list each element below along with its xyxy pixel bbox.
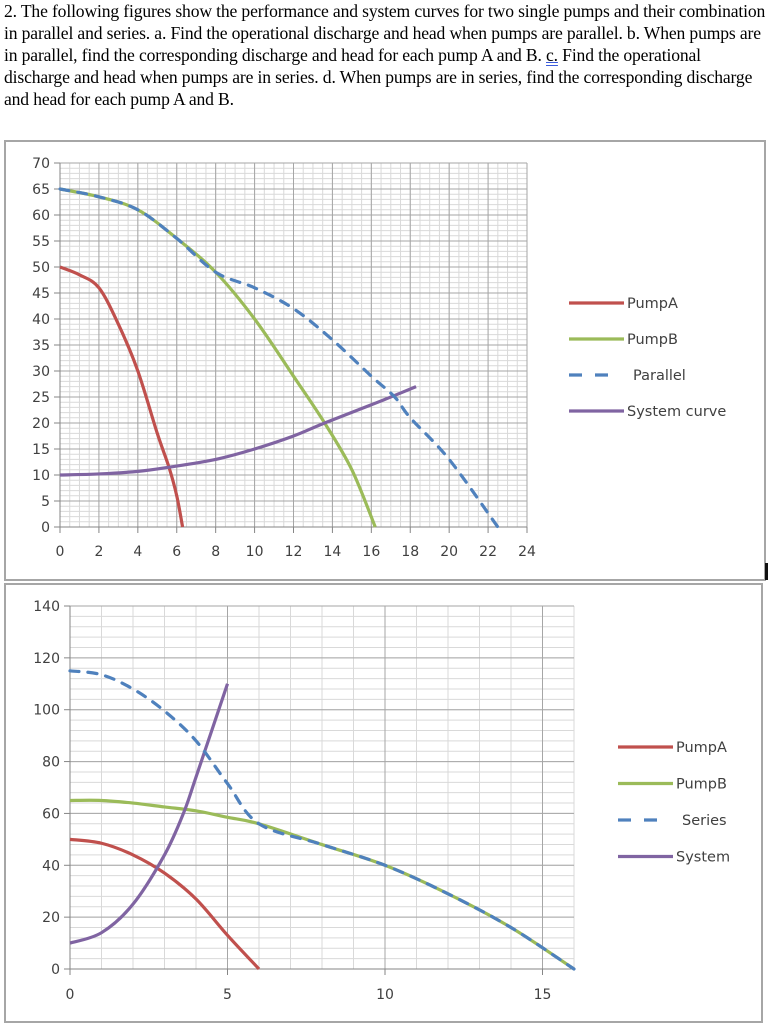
series-system — [69, 683, 230, 945]
y-tick-label: 60 — [42, 806, 60, 822]
y-tick-label: 20 — [42, 910, 60, 926]
y-tick-label: 55 — [32, 234, 50, 250]
series-chart: 0 20 40 60 80 100 120 140 0 5 10 15 PumpA PumpB Series… — [4, 583, 763, 1023]
question-part1: 2. The following figures show the perfor… — [4, 1, 766, 65]
series-system-curve — [59, 385, 417, 477]
y-tick-label: 35 — [32, 338, 50, 354]
x-tick-label: 0 — [56, 544, 65, 560]
legend-label: PumpA — [676, 740, 727, 756]
x-tick-label: 20 — [440, 544, 458, 560]
y-tick-label: 80 — [42, 755, 60, 771]
legend-item: PumpA — [618, 740, 727, 756]
y-tick-label: 20 — [32, 416, 50, 432]
legend-item: PumpB — [618, 777, 727, 793]
legend-label: System curve — [627, 404, 726, 420]
series-lines — [58, 187, 500, 529]
y-tick-label: 10 — [32, 468, 50, 484]
series-parallel — [58, 187, 500, 529]
legend-label: PumpB — [676, 777, 727, 793]
y-tick-label: 30 — [32, 364, 50, 380]
y-tick-label: 100 — [33, 703, 60, 719]
parallel-chart: 0 5 10 15 20 25 30 35 40 45 50 55 60 65 70 0 2 4 6 8 10 12 14 1… — [4, 140, 766, 581]
x-tick-label: 10 — [246, 544, 264, 560]
x-tick-label: 16 — [362, 544, 380, 560]
y-tick-label: 25 — [32, 390, 50, 406]
y-tick-label: 120 — [33, 651, 60, 667]
y-tick-label: 40 — [42, 858, 60, 874]
y-tick-label: 15 — [32, 442, 50, 458]
x-tick-label: 4 — [133, 544, 142, 560]
x-tick-label: 2 — [94, 544, 103, 560]
x-axis-labels: 0 5 10 15 — [66, 969, 552, 1003]
legend-item: System curve — [569, 404, 726, 420]
legend-item: System — [618, 850, 730, 866]
x-tick-label: 12 — [285, 544, 303, 560]
y-tick-label: 0 — [41, 520, 50, 536]
grid — [69, 605, 575, 970]
y-tick-label: 40 — [32, 312, 50, 328]
y-tick-label: 65 — [32, 182, 50, 198]
x-tick-label: 10 — [376, 987, 394, 1003]
x-tick-label: 22 — [479, 544, 497, 560]
y-tick-label: 140 — [33, 599, 60, 615]
series-pumpa — [69, 837, 261, 971]
legend: PumpA PumpB Series System — [618, 740, 730, 866]
legend-label: Parallel — [633, 368, 686, 384]
x-tick-label: 24 — [518, 544, 536, 560]
series-chart-svg: 0 20 40 60 80 100 120 140 0 5 10 15 PumpA PumpB Series… — [33, 599, 730, 1003]
x-tick-label: 8 — [211, 544, 220, 560]
legend-label: PumpB — [627, 332, 678, 348]
y-tick-label: 50 — [32, 260, 50, 276]
x-tick-label: 5 — [223, 987, 232, 1003]
y-axis-labels: 0 5 10 15 20 25 30 35 40 45 50 55 60 65 70 — [32, 156, 60, 536]
y-axis-labels: 0 20 40 60 80 100 120 140 — [33, 599, 70, 978]
y-tick-label: 45 — [32, 286, 50, 302]
legend-label: System — [676, 850, 730, 866]
x-tick-label: 15 — [534, 987, 552, 1003]
y-tick-label: 0 — [51, 962, 60, 978]
y-tick-label: 60 — [32, 208, 50, 224]
series-series — [68, 669, 576, 971]
x-tick-label: 18 — [401, 544, 419, 560]
question-part2: Find the operational discharge and head … — [4, 45, 753, 109]
legend-item: PumpA — [569, 296, 678, 312]
legend-label: PumpA — [627, 296, 678, 312]
x-tick-label: 6 — [172, 544, 181, 560]
text-cursor-marker — [765, 563, 768, 580]
y-tick-label: 70 — [32, 156, 50, 172]
legend-item: PumpB — [569, 332, 678, 348]
y-tick-label: 5 — [41, 494, 50, 510]
series-pumpa — [59, 265, 185, 528]
series-pumpb — [59, 187, 377, 528]
legend-label: Series — [682, 813, 727, 829]
legend: PumpA PumpB Parallel System curve — [569, 296, 726, 420]
question-text: 2. The following figures show the perfor… — [4, 0, 766, 110]
question-part-c-marker: c. — [546, 45, 558, 65]
legend-item: Series — [618, 813, 727, 829]
series-lines — [68, 669, 576, 971]
legend-item: Parallel — [569, 368, 686, 384]
x-tick-label: 14 — [324, 544, 342, 560]
x-tick-label: 0 — [66, 987, 75, 1003]
x-axis-labels: 0 2 4 6 8 10 12 14 16 18 20 22 24 — [56, 527, 536, 560]
